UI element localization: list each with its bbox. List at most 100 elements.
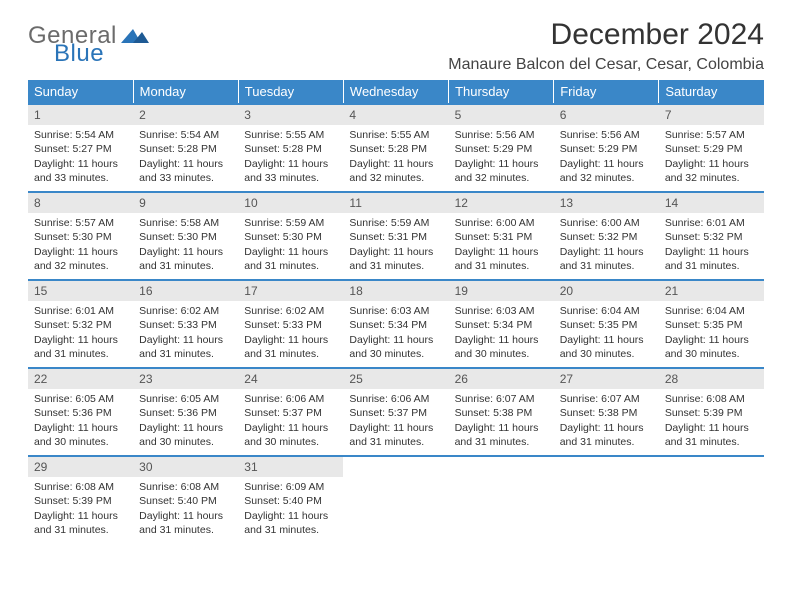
calendar-day-cell: 20Sunrise: 6:04 AMSunset: 5:35 PMDayligh…	[554, 280, 659, 368]
calendar-day-cell: 15Sunrise: 6:01 AMSunset: 5:32 PMDayligh…	[28, 280, 133, 368]
sunrise-line: Sunrise: 6:02 AM	[139, 304, 232, 318]
daylight-line: Daylight: 11 hours and 31 minutes.	[244, 509, 337, 537]
day-number: 6	[554, 105, 659, 125]
day-body: Sunrise: 5:57 AMSunset: 5:29 PMDaylight:…	[659, 125, 764, 189]
sunrise-line: Sunrise: 5:57 AM	[665, 128, 758, 142]
day-body: Sunrise: 6:08 AMSunset: 5:40 PMDaylight:…	[133, 477, 238, 541]
daylight-line: Daylight: 11 hours and 31 minutes.	[34, 333, 127, 361]
daylight-line: Daylight: 11 hours and 31 minutes.	[244, 245, 337, 273]
day-body: Sunrise: 5:55 AMSunset: 5:28 PMDaylight:…	[343, 125, 448, 189]
calendar-day-cell: 21Sunrise: 6:04 AMSunset: 5:35 PMDayligh…	[659, 280, 764, 368]
day-number: 21	[659, 281, 764, 301]
sunrise-line: Sunrise: 5:56 AM	[560, 128, 653, 142]
day-body: Sunrise: 6:03 AMSunset: 5:34 PMDaylight:…	[449, 301, 554, 365]
weekday-header: Tuesday	[238, 80, 343, 104]
sunrise-line: Sunrise: 6:09 AM	[244, 480, 337, 494]
month-title: December 2024	[448, 18, 764, 52]
daylight-line: Daylight: 11 hours and 33 minutes.	[244, 157, 337, 185]
logo: General Blue	[28, 18, 149, 66]
sunrise-line: Sunrise: 6:03 AM	[349, 304, 442, 318]
daylight-line: Daylight: 11 hours and 30 minutes.	[34, 421, 127, 449]
calendar-day-cell: 13Sunrise: 6:00 AMSunset: 5:32 PMDayligh…	[554, 192, 659, 280]
calendar-day-cell: 29Sunrise: 6:08 AMSunset: 5:39 PMDayligh…	[28, 456, 133, 544]
calendar-day-cell: 6Sunrise: 5:56 AMSunset: 5:29 PMDaylight…	[554, 104, 659, 192]
calendar-day-cell: 23Sunrise: 6:05 AMSunset: 5:36 PMDayligh…	[133, 368, 238, 456]
calendar-day-cell: 26Sunrise: 6:07 AMSunset: 5:38 PMDayligh…	[449, 368, 554, 456]
sunrise-line: Sunrise: 6:03 AM	[455, 304, 548, 318]
calendar-week-row: 1Sunrise: 5:54 AMSunset: 5:27 PMDaylight…	[28, 104, 764, 192]
day-number: 31	[238, 457, 343, 477]
weekday-header: Wednesday	[343, 80, 448, 104]
sunset-line: Sunset: 5:40 PM	[244, 494, 337, 508]
day-body: Sunrise: 6:02 AMSunset: 5:33 PMDaylight:…	[133, 301, 238, 365]
daylight-line: Daylight: 11 hours and 31 minutes.	[244, 333, 337, 361]
header: General Blue December 2024 Manaure Balco…	[28, 18, 764, 74]
sunset-line: Sunset: 5:33 PM	[139, 318, 232, 332]
day-body: Sunrise: 6:08 AMSunset: 5:39 PMDaylight:…	[659, 389, 764, 453]
daylight-line: Daylight: 11 hours and 31 minutes.	[665, 245, 758, 273]
sunset-line: Sunset: 5:31 PM	[349, 230, 442, 244]
daylight-line: Daylight: 11 hours and 30 minutes.	[244, 421, 337, 449]
day-body: Sunrise: 6:07 AMSunset: 5:38 PMDaylight:…	[449, 389, 554, 453]
day-body: Sunrise: 5:59 AMSunset: 5:30 PMDaylight:…	[238, 213, 343, 277]
calendar-day-cell: 18Sunrise: 6:03 AMSunset: 5:34 PMDayligh…	[343, 280, 448, 368]
day-number: 3	[238, 105, 343, 125]
sunset-line: Sunset: 5:39 PM	[665, 406, 758, 420]
sunrise-line: Sunrise: 6:00 AM	[560, 216, 653, 230]
day-number: 19	[449, 281, 554, 301]
day-body: Sunrise: 5:55 AMSunset: 5:28 PMDaylight:…	[238, 125, 343, 189]
day-number: 23	[133, 369, 238, 389]
sunrise-line: Sunrise: 6:00 AM	[455, 216, 548, 230]
sunrise-line: Sunrise: 6:04 AM	[665, 304, 758, 318]
daylight-line: Daylight: 11 hours and 32 minutes.	[34, 245, 127, 273]
daylight-line: Daylight: 11 hours and 32 minutes.	[455, 157, 548, 185]
day-number: 28	[659, 369, 764, 389]
sunset-line: Sunset: 5:32 PM	[560, 230, 653, 244]
sunset-line: Sunset: 5:37 PM	[244, 406, 337, 420]
day-number: 4	[343, 105, 448, 125]
day-body: Sunrise: 6:01 AMSunset: 5:32 PMDaylight:…	[659, 213, 764, 277]
day-body: Sunrise: 6:00 AMSunset: 5:31 PMDaylight:…	[449, 213, 554, 277]
calendar-day-cell: 2Sunrise: 5:54 AMSunset: 5:28 PMDaylight…	[133, 104, 238, 192]
day-number: 13	[554, 193, 659, 213]
calendar-day-cell: 25Sunrise: 6:06 AMSunset: 5:37 PMDayligh…	[343, 368, 448, 456]
sunset-line: Sunset: 5:34 PM	[455, 318, 548, 332]
day-number: 17	[238, 281, 343, 301]
weekday-header: Sunday	[28, 80, 133, 104]
daylight-line: Daylight: 11 hours and 30 minutes.	[139, 421, 232, 449]
sunset-line: Sunset: 5:30 PM	[244, 230, 337, 244]
sunset-line: Sunset: 5:30 PM	[139, 230, 232, 244]
sunrise-line: Sunrise: 5:54 AM	[34, 128, 127, 142]
calendar-day-cell: 9Sunrise: 5:58 AMSunset: 5:30 PMDaylight…	[133, 192, 238, 280]
sunset-line: Sunset: 5:34 PM	[349, 318, 442, 332]
sunrise-line: Sunrise: 6:02 AM	[244, 304, 337, 318]
day-body: Sunrise: 5:56 AMSunset: 5:29 PMDaylight:…	[449, 125, 554, 189]
calendar-day-cell: 24Sunrise: 6:06 AMSunset: 5:37 PMDayligh…	[238, 368, 343, 456]
sunrise-line: Sunrise: 5:58 AM	[139, 216, 232, 230]
sunrise-line: Sunrise: 6:06 AM	[244, 392, 337, 406]
daylight-line: Daylight: 11 hours and 33 minutes.	[34, 157, 127, 185]
sunrise-line: Sunrise: 6:01 AM	[665, 216, 758, 230]
day-number: 30	[133, 457, 238, 477]
day-number: 5	[449, 105, 554, 125]
sunrise-line: Sunrise: 5:56 AM	[455, 128, 548, 142]
day-body: Sunrise: 5:54 AMSunset: 5:28 PMDaylight:…	[133, 125, 238, 189]
sunset-line: Sunset: 5:28 PM	[244, 142, 337, 156]
calendar-day-cell: 22Sunrise: 6:05 AMSunset: 5:36 PMDayligh…	[28, 368, 133, 456]
calendar-day-cell: 14Sunrise: 6:01 AMSunset: 5:32 PMDayligh…	[659, 192, 764, 280]
sunrise-line: Sunrise: 6:04 AM	[560, 304, 653, 318]
daylight-line: Daylight: 11 hours and 30 minutes.	[665, 333, 758, 361]
day-body: Sunrise: 6:00 AMSunset: 5:32 PMDaylight:…	[554, 213, 659, 277]
sunrise-line: Sunrise: 6:05 AM	[139, 392, 232, 406]
sunset-line: Sunset: 5:28 PM	[139, 142, 232, 156]
day-body: Sunrise: 5:56 AMSunset: 5:29 PMDaylight:…	[554, 125, 659, 189]
sunrise-line: Sunrise: 6:08 AM	[34, 480, 127, 494]
sunrise-line: Sunrise: 6:07 AM	[455, 392, 548, 406]
day-number: 11	[343, 193, 448, 213]
sunset-line: Sunset: 5:40 PM	[139, 494, 232, 508]
page: General Blue December 2024 Manaure Balco…	[0, 0, 792, 554]
sunset-line: Sunset: 5:37 PM	[349, 406, 442, 420]
day-body: Sunrise: 6:02 AMSunset: 5:33 PMDaylight:…	[238, 301, 343, 365]
calendar-day-cell: 7Sunrise: 5:57 AMSunset: 5:29 PMDaylight…	[659, 104, 764, 192]
daylight-line: Daylight: 11 hours and 30 minutes.	[560, 333, 653, 361]
